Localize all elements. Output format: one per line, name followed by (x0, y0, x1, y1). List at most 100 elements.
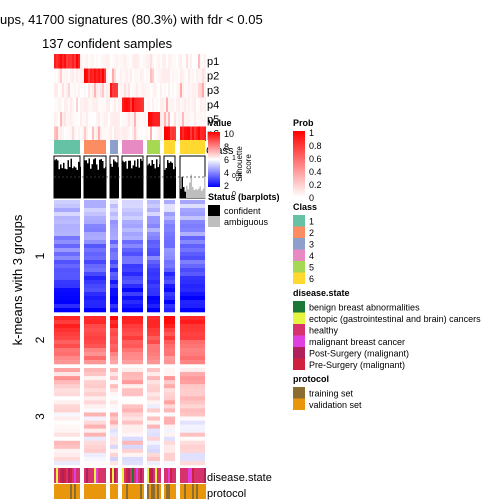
heatmap-cell (122, 328, 143, 333)
heatmap-cell (164, 384, 175, 389)
protocol-cell (190, 484, 192, 499)
prob-cell (58, 112, 60, 127)
protocol-cell (88, 484, 90, 499)
heatmap-cell (84, 244, 106, 249)
prob-cell (176, 68, 178, 83)
prob-tick-08: 0.8 (309, 141, 322, 151)
heatmap-cell (110, 428, 118, 433)
heatmap-cell (84, 424, 106, 429)
prob-cell (84, 97, 86, 112)
heatmap-cell (122, 300, 143, 305)
heatmap-cell (54, 356, 80, 361)
protocol-cell (104, 484, 106, 499)
prob-cell (66, 54, 68, 69)
heatmap-cell (147, 356, 160, 361)
prob-cell (202, 97, 204, 112)
heatmap-cell (54, 216, 80, 221)
prob-cell (196, 54, 198, 69)
prob-cell (88, 112, 90, 127)
prob-cell (78, 112, 80, 127)
protocol-cell (126, 484, 128, 499)
prob-cell (154, 68, 156, 83)
prob-cell (58, 68, 60, 83)
prob-cell (70, 83, 72, 98)
prob-cell (186, 54, 188, 69)
disease-state-cell (202, 468, 204, 483)
prob-cell (122, 97, 124, 112)
heatmap-cell (122, 344, 143, 349)
heatmap-cell (164, 268, 175, 273)
prob-cell (156, 126, 158, 141)
heatmap-cell (54, 200, 80, 205)
heatmap-cell (54, 276, 80, 281)
silhouette-bar (125, 161, 127, 198)
class-legend-swatch (293, 261, 305, 273)
protocol-cell (116, 484, 118, 499)
prob-cell (108, 83, 110, 98)
heatmap-cell (122, 428, 143, 433)
prob-cell (98, 68, 100, 83)
prob-cell (142, 97, 144, 112)
heatmap-cell (54, 296, 80, 301)
prob-cell (94, 112, 96, 127)
heatmap-cell (54, 368, 80, 373)
heatmap-cell (84, 248, 106, 253)
prob-cell (138, 54, 140, 69)
prob-cell (134, 54, 136, 69)
heatmap-cell (54, 460, 80, 466)
prob-cell (184, 83, 186, 98)
heatmap-cell (180, 412, 205, 417)
prob-cell (94, 126, 96, 141)
silhouette-bar (102, 160, 104, 198)
disease-state-cell (142, 468, 144, 483)
protocol-cell (130, 484, 132, 499)
disease-state-cell (96, 468, 98, 483)
heatmap-cell (54, 360, 80, 365)
heatmap-cell (54, 412, 80, 417)
prob-cell (118, 68, 120, 83)
prob-tick-0: 0 (309, 193, 314, 203)
prob-cell (100, 126, 102, 141)
prob-cell (160, 54, 162, 69)
silhouette-bar (156, 159, 158, 198)
prob-cell (178, 126, 180, 141)
heatmap-cell (122, 416, 143, 421)
prob-cell (194, 126, 196, 141)
heatmap-cell (110, 440, 118, 446)
prob-cell (76, 68, 78, 83)
prob-cell (144, 112, 146, 127)
prob-cell (162, 97, 164, 112)
prob-cell (158, 97, 160, 112)
protocol-legend-swatch (293, 387, 305, 399)
prob-cell (62, 54, 64, 69)
class-bar-segment (110, 140, 118, 154)
heatmap-cell (164, 372, 175, 377)
disease-legend-label: Pre-Surgery (malignant) (309, 360, 405, 370)
heatmap-cell (110, 228, 118, 233)
status-label-confident: confident (224, 206, 261, 216)
heatmap-cell (110, 404, 118, 409)
heatmap-cell (180, 248, 205, 253)
heatmap-cell (147, 412, 160, 417)
heatmap-cell (164, 344, 175, 349)
heatmap-cell (147, 236, 160, 241)
prob-cell (202, 83, 204, 98)
heatmap-cell (110, 348, 118, 353)
heatmap-cell (180, 396, 205, 401)
status-legend-title: Status (barplots) (208, 192, 280, 202)
prob-cell (96, 68, 98, 83)
silhouette-bar (137, 159, 139, 198)
row-group-label: 1 (33, 252, 47, 259)
heatmap-cell (122, 348, 143, 353)
heatmap-cell (54, 284, 80, 289)
prob-cell (98, 126, 100, 141)
prob-cell (126, 97, 128, 112)
prob-cell (82, 83, 84, 98)
protocol-cell (180, 484, 182, 499)
silhouette-bar (190, 174, 192, 198)
prob-cell (70, 112, 72, 127)
prob-cell (80, 68, 82, 83)
heatmap-cell (147, 348, 160, 353)
heatmap-cell (84, 400, 106, 405)
silhouette-bar (150, 165, 152, 198)
